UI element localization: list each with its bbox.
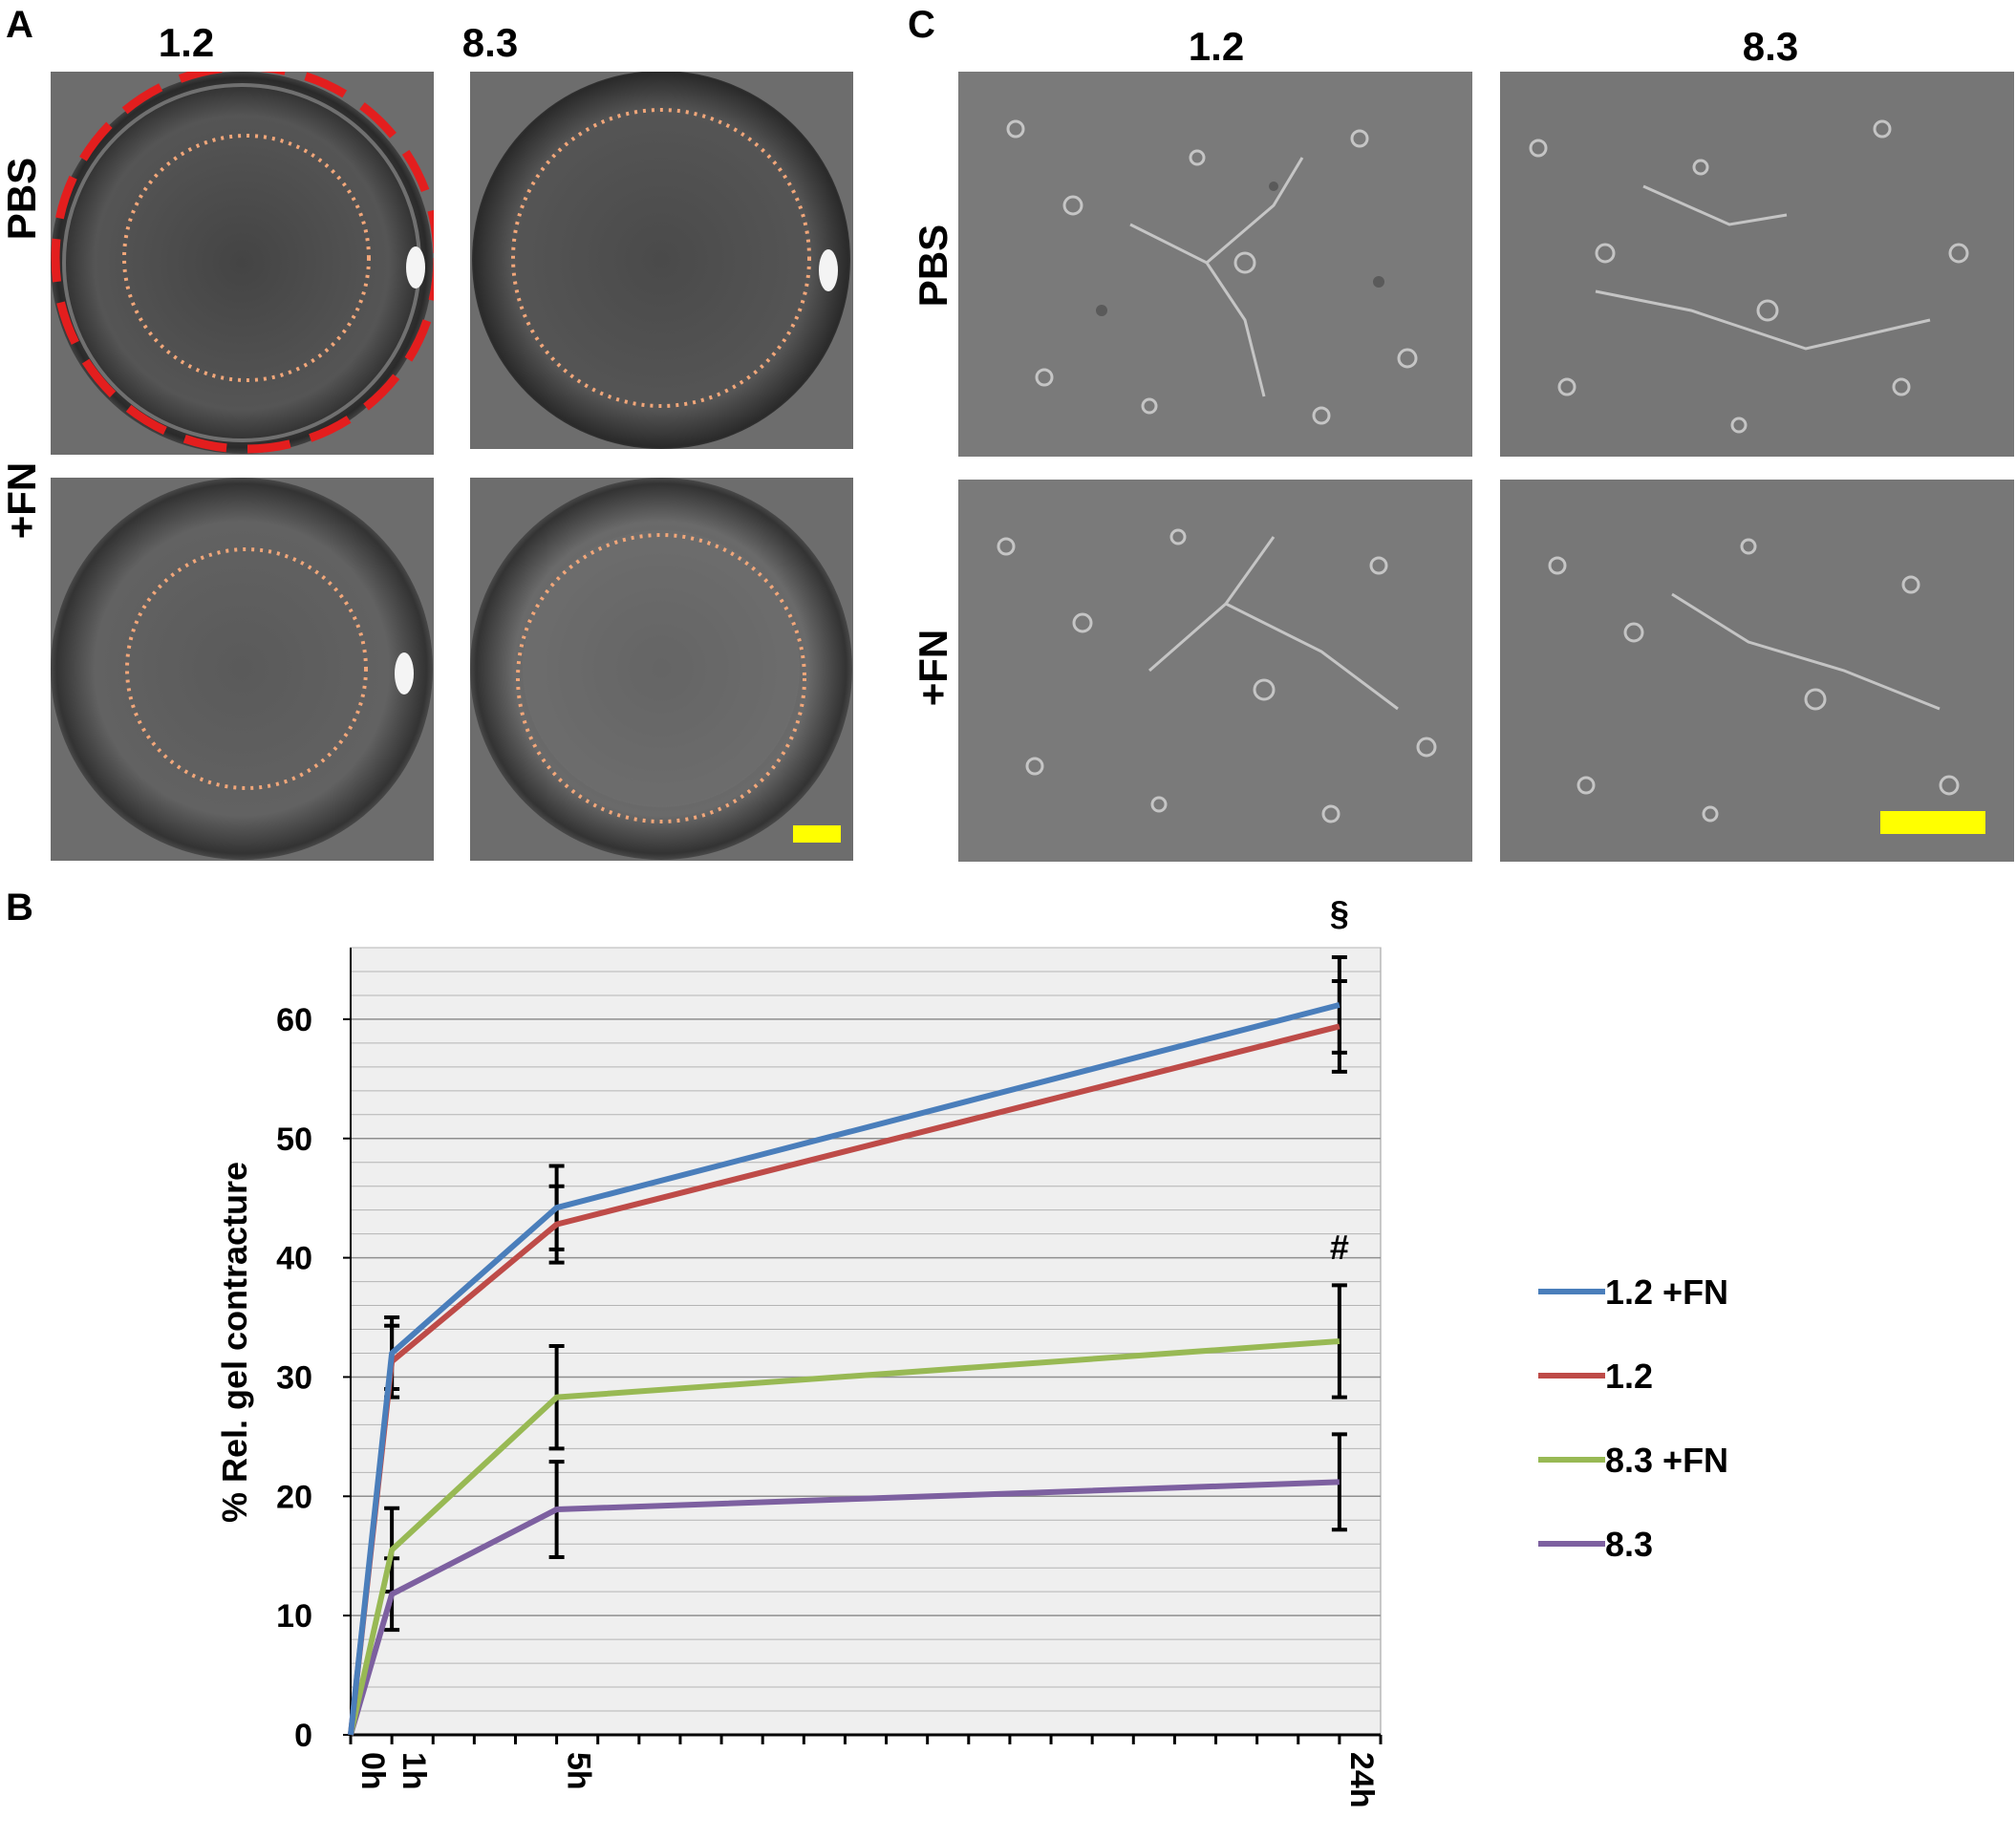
inner-gel-ring [511,108,811,408]
annotations: §# [1330,894,1349,1268]
panel-c-column-label-1: 1.2 [1188,24,1245,69]
x-tick-label: 1h [396,1752,432,1790]
y-tick-label: 20 [276,1479,312,1515]
scale-bar [793,825,841,843]
scale-bar [1880,811,1985,834]
gel-well-image-fn-8-3 [470,478,853,861]
gel-well-image-fn-1-2 [51,478,434,861]
y-tick-label: 60 [276,1002,312,1038]
legend-label: 1.2 [1605,1357,1653,1396]
series-line-1-2-fn [348,1002,1340,1736]
plot-area [350,947,1382,1736]
y-tick-label: 30 [276,1359,312,1396]
panel-c-row-label-fn: +FN [911,629,955,707]
significance-marker: § [1330,894,1349,933]
series-line-8-3-fn [348,1338,1340,1736]
panel-b-letter: B [6,887,33,929]
panel-a-row-label-fn: +FN [0,461,44,540]
inner-gel-ring [125,547,368,790]
legend: 1.2 +FN 1.2 8.3 +FN 8.3 [1538,1272,1728,1564]
micrograph-fn-8-3 [1500,480,2014,862]
panel-c-column-label-2: 8.3 [1742,24,1799,69]
inner-gel-ring [122,134,371,382]
panel-a-row-label-pbs: PBS [0,157,44,241]
legend-label: 8.3 [1605,1525,1653,1564]
y-tick-labels: 0 10 20 30 40 50 60 [276,1002,351,1754]
panel-a-column-label-1: 1.2 [158,20,215,65]
legend-label: 8.3 +FN [1605,1441,1728,1480]
x-tick-labels: 0h 1h 5h 24h [354,1752,1380,1808]
y-tick-label: 40 [276,1241,312,1277]
panel-a-column-label-2: 8.3 [461,20,519,65]
micrograph-pbs-8-3 [1500,72,2014,457]
y-tick-label: 50 [276,1122,312,1158]
panel-c-row-label-pbs: PBS [911,224,955,308]
micrograph-pbs-1-2 [958,72,1472,457]
series-line-8-3 [348,1479,1340,1736]
legend-label: 1.2 +FN [1605,1272,1728,1312]
gel-well-image-pbs-8-3 [470,72,853,449]
significance-marker: # [1330,1228,1349,1267]
panel-c-letter: C [908,4,935,46]
plot-background [350,947,1382,1736]
y-tick-label: 0 [294,1718,312,1754]
series-lines [348,1002,1340,1736]
axes [349,948,1383,1744]
x-tick-label: 0h [354,1752,391,1790]
gel-well-image-pbs-1-2 [51,72,434,455]
y-axis-label: % Rel. gel contracture [215,1162,254,1523]
inner-gel-ring [516,533,806,823]
x-tick-label: 24h [1343,1752,1380,1808]
micrograph-fn-1-2 [958,480,1472,862]
gridlines [351,947,1381,1736]
panel-a-letter: A [6,4,33,46]
y-tick-label: 10 [276,1598,312,1635]
x-tick-label: 5h [561,1752,597,1790]
outer-gel-ring [51,72,434,454]
